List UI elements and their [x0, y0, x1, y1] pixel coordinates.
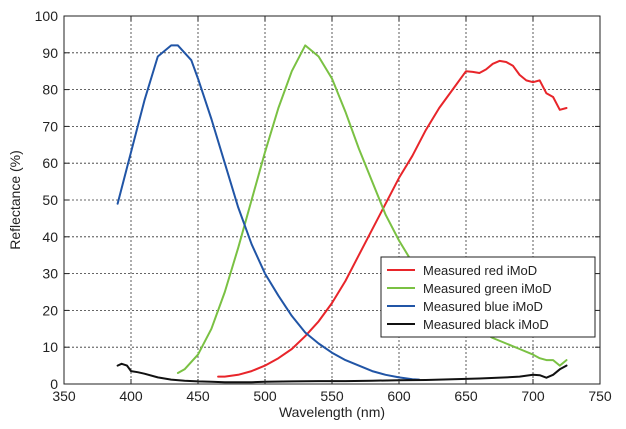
series-line-3	[116, 44, 421, 381]
y-tick-label: 100	[35, 8, 59, 24]
legend-label-4: Measured black iMoD	[423, 317, 549, 332]
x-tick-label: 650	[454, 388, 478, 404]
y-tick-label: 30	[42, 266, 58, 282]
x-axis-label: Wavelength (nm)	[279, 404, 385, 420]
y-tick-label: 0	[50, 376, 58, 392]
y-tick-label: 20	[42, 302, 58, 318]
series-line-1	[217, 59, 568, 378]
x-tick-label: 750	[588, 388, 612, 404]
y-tick-label: 90	[42, 45, 58, 61]
legend-label-2: Measured green iMoD	[423, 281, 552, 296]
y-tick-label: 60	[42, 155, 58, 171]
y-tick-label: 70	[42, 118, 58, 134]
x-tick-label: 400	[119, 388, 143, 404]
legend-label-3: Measured blue iMoD	[423, 299, 543, 314]
x-tick-label: 600	[387, 388, 411, 404]
y-tick-label: 40	[42, 229, 58, 245]
legend: Measured red iMoD Measured green iMoD Meas…	[380, 256, 596, 338]
x-tick-label: 350	[52, 388, 76, 404]
x-tick-label: 450	[186, 388, 210, 404]
x-tick-label: 700	[521, 388, 545, 404]
y-tick-label: 80	[42, 82, 58, 98]
x-tick-label: 500	[253, 388, 277, 404]
legend-label-1: Measured red iMoD	[423, 263, 537, 278]
series-line-4	[116, 362, 568, 384]
axis-ticks: 350 400 450 500 550 600 650 700 750 0 10 20 30 40 50 60…	[35, 8, 612, 404]
legend-box	[380, 256, 596, 338]
data-series	[116, 44, 568, 384]
x-tick-label: 550	[320, 388, 344, 404]
y-axis-label: Reflectance (%)	[7, 150, 23, 250]
y-tick-label: 10	[42, 339, 58, 355]
series-line-2	[176, 44, 568, 374]
y-tick-label: 50	[42, 192, 58, 208]
